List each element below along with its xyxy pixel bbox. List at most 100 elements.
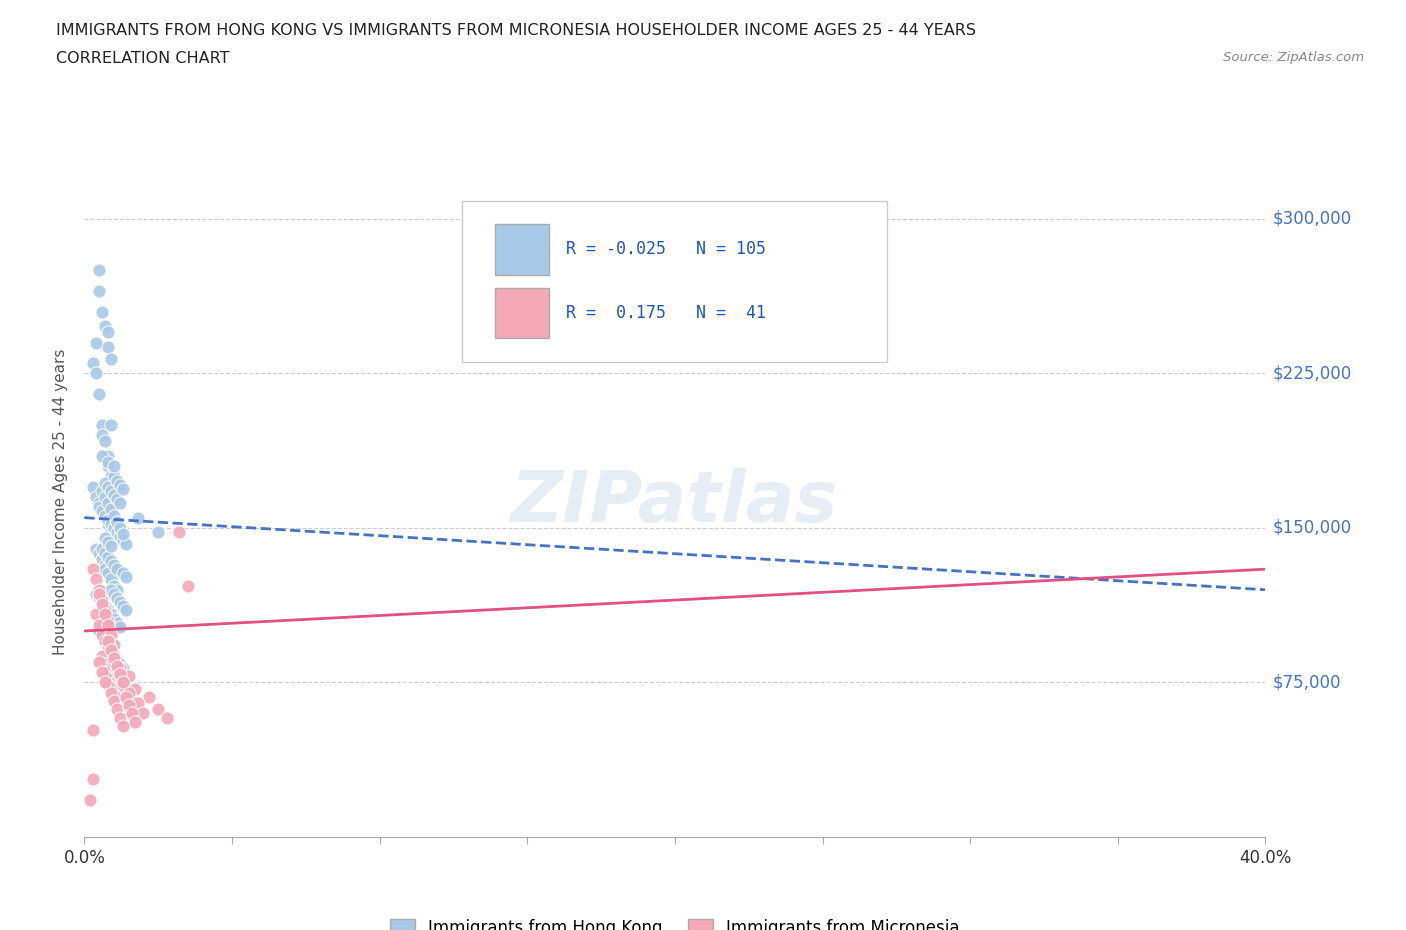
Point (103, 469, 125, 484)
Point (87, 587, 111, 602)
Point (100, 607, 122, 622)
Point (97, 665, 120, 680)
Point (87, 545, 111, 560)
Point (91, 484, 114, 498)
Point (97, 496, 120, 511)
Legend: Immigrants from Hong Kong, Immigrants from Micronesia: Immigrants from Hong Kong, Immigrants fr… (384, 912, 966, 930)
Point (105, 660, 128, 675)
Point (108, 477, 131, 492)
Point (84, 587, 107, 602)
Point (94, 434, 117, 449)
Point (100, 553, 122, 568)
Point (100, 418, 122, 432)
Text: $300,000: $300,000 (1272, 210, 1351, 228)
Point (87, 623, 111, 638)
Point (82, 355, 104, 370)
Point (100, 642, 122, 657)
Point (111, 660, 134, 675)
Point (84, 607, 107, 622)
Point (94, 669, 117, 684)
Point (97, 550, 120, 565)
Point (100, 648, 122, 663)
Point (108, 667, 131, 682)
Text: ZIPatlas: ZIPatlas (512, 468, 838, 537)
Point (91, 418, 114, 432)
Point (91, 594, 114, 609)
Point (100, 516, 122, 531)
Text: R = -0.025   N = 105: R = -0.025 N = 105 (567, 240, 766, 259)
Point (103, 638, 125, 653)
Point (111, 482, 134, 497)
Point (97, 339, 120, 354)
Point (111, 599, 134, 614)
Point (103, 508, 125, 523)
FancyBboxPatch shape (495, 288, 548, 339)
Point (94, 636, 117, 651)
Point (91, 541, 114, 556)
Point (97, 516, 120, 531)
Point (114, 570, 136, 585)
FancyBboxPatch shape (495, 224, 548, 274)
Point (121, 706, 143, 721)
Point (167, 525, 190, 539)
Point (156, 711, 179, 725)
Point (94, 675, 117, 690)
Point (124, 714, 146, 729)
Point (100, 644, 122, 659)
Point (108, 594, 131, 609)
Point (127, 696, 149, 711)
Point (103, 531, 125, 546)
Point (97, 677, 120, 692)
Point (103, 681, 125, 696)
Point (97, 535, 120, 550)
FancyBboxPatch shape (463, 201, 887, 362)
Text: R =  0.175   N =  41: R = 0.175 N = 41 (567, 304, 766, 323)
Point (91, 628, 114, 643)
Point (79, 792, 101, 807)
Point (97, 634, 120, 649)
Point (82, 479, 104, 494)
Y-axis label: Householder Income Ages 25 - 44 years: Householder Income Ages 25 - 44 years (53, 349, 69, 656)
Point (97, 613, 120, 628)
Point (103, 487, 125, 502)
Point (87, 263, 111, 278)
Point (97, 512, 120, 527)
Point (105, 492, 128, 507)
Point (91, 597, 114, 612)
Point (91, 504, 114, 519)
Point (94, 531, 117, 546)
Point (108, 529, 131, 544)
Point (114, 603, 136, 618)
Point (94, 319, 117, 334)
Point (94, 511, 117, 525)
Point (108, 521, 131, 536)
Point (82, 723, 104, 737)
Point (105, 658, 128, 673)
Point (114, 684, 136, 698)
Point (97, 603, 120, 618)
Point (103, 458, 125, 473)
Point (91, 551, 114, 566)
Text: IMMIGRANTS FROM HONG KONG VS IMMIGRANTS FROM MICRONESIA HOUSEHOLDER INCOME AGES : IMMIGRANTS FROM HONG KONG VS IMMIGRANTS … (56, 23, 976, 38)
Point (94, 607, 117, 622)
Point (100, 469, 122, 484)
Point (111, 677, 134, 692)
Point (97, 479, 120, 494)
Point (84, 541, 107, 556)
Point (97, 448, 120, 463)
Text: $150,000: $150,000 (1272, 519, 1351, 537)
Point (105, 582, 128, 597)
Point (103, 655, 125, 670)
Point (97, 640, 120, 655)
Point (84, 335, 107, 350)
Point (94, 508, 117, 523)
Point (138, 689, 160, 704)
Point (100, 525, 122, 539)
Point (97, 634, 120, 649)
Point (148, 525, 170, 539)
Point (124, 681, 146, 696)
Point (97, 325, 120, 339)
Point (118, 698, 141, 712)
Point (105, 652, 128, 667)
Point (94, 599, 117, 614)
